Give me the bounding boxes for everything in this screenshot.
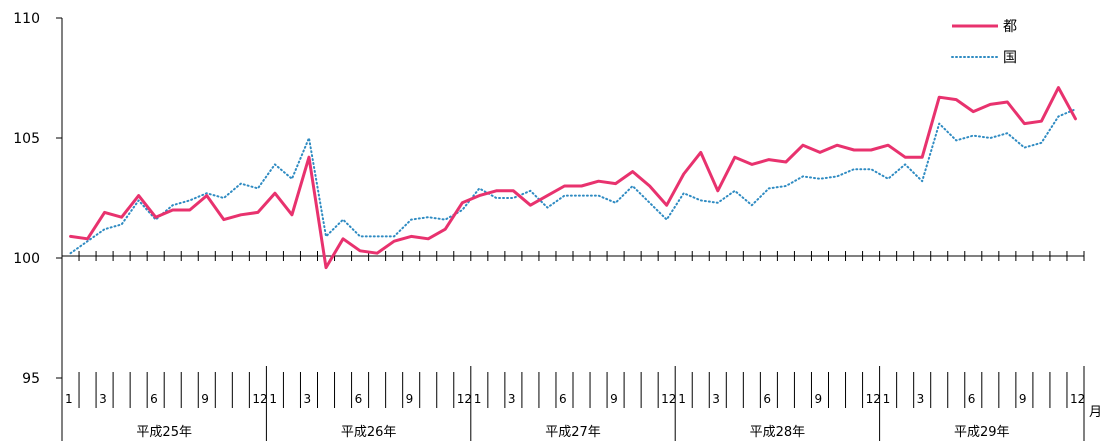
x-unit-label: 月: [1089, 405, 1102, 420]
month-label: 1: [474, 392, 482, 406]
month-label: 6: [763, 392, 771, 406]
month-label: 6: [355, 392, 363, 406]
y-tick-label: 95: [22, 371, 40, 387]
month-label: 6: [559, 392, 567, 406]
y-axis: 95 100 105 110: [13, 11, 63, 387]
month-label: 12: [866, 392, 881, 406]
year-label: 平成25年: [136, 425, 192, 440]
y-tick-label: 105: [13, 131, 40, 147]
series-line-to: [69, 86, 1077, 270]
month-label: 9: [814, 392, 822, 406]
legend: 都国: [951, 19, 1017, 66]
x-axis: 1 3 6 9 12 平成25年 1 3 6 9 12 平成26年 1 3 6 9 12 平成27年 1 3 6 9 12 平…: [61, 251, 1102, 441]
month-label: 1: [65, 392, 73, 406]
series-line-kuni: [69, 108, 1077, 255]
legend-label: 国: [1003, 50, 1017, 66]
month-label: 3: [712, 392, 720, 406]
year-label: 平成28年: [750, 425, 806, 440]
series-layer: [69, 86, 1077, 270]
month-label: 9: [610, 392, 618, 406]
month-label: 12: [457, 392, 472, 406]
year-label: 平成29年: [954, 425, 1010, 440]
month-label: 12: [661, 392, 676, 406]
y-tick-label: 110: [13, 11, 40, 27]
month-label: 3: [917, 392, 925, 406]
month-label: 3: [99, 392, 107, 406]
month-label: 6: [150, 392, 158, 406]
month-label: 1: [269, 392, 277, 406]
month-label: 9: [1019, 392, 1027, 406]
legend-label: 都: [1003, 19, 1017, 35]
month-label: 9: [201, 392, 209, 406]
month-label: 9: [406, 392, 414, 406]
month-label: 1: [678, 392, 686, 406]
month-label: 3: [303, 392, 311, 406]
month-label: 3: [508, 392, 516, 406]
year-label: 平成27年: [545, 425, 601, 440]
month-label: 12: [1070, 392, 1085, 406]
month-label: 12: [252, 392, 267, 406]
y-tick-label: 100: [13, 251, 40, 267]
month-label: 1: [883, 392, 891, 406]
year-label: 平成26年: [341, 425, 397, 440]
month-label: 6: [968, 392, 976, 406]
